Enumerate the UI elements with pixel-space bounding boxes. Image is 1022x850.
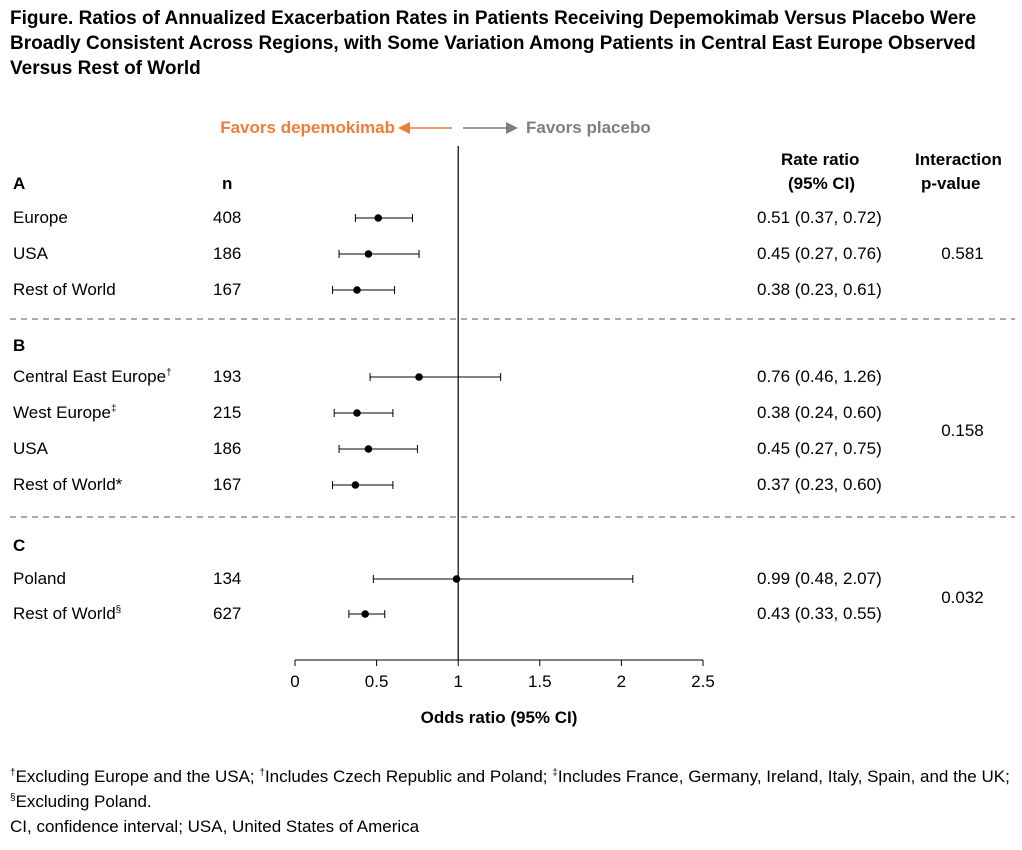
row-rate-ratio: 0.43 (0.33, 0.55) [757,604,882,623]
group-label: C [13,536,26,555]
interaction-header-pvalue: p-value [921,174,981,193]
row-rate-ratio: 0.51 (0.37, 0.72) [757,208,882,227]
row-n: 408 [213,208,242,227]
row-rate-ratio: 0.99 (0.48, 2.07) [757,569,882,588]
group-label: A [13,174,26,193]
point-estimate [353,409,361,417]
row-rate-ratio: 0.37 (0.23, 0.60) [757,475,882,494]
row-label: Central East Europe† [13,367,172,386]
point-estimate [361,610,369,618]
row-n: 215 [213,403,242,422]
point-estimate [374,214,383,222]
row-rate-ratio: 0.45 (0.27, 0.76) [757,244,882,263]
row-label: USA [13,439,48,458]
n-column-header: n [222,174,233,193]
footnotes: †Excluding Europe and the USA; †Includes… [10,764,1015,839]
x-tick-label: 2.5 [691,672,715,691]
favors-placebo-arrow-head [506,122,518,134]
row-label-footnote-mark: § [115,604,122,616]
row-label-footnote-mark: ‡ [110,403,117,415]
figure-title: Figure. Ratios of Annualized Exacerbatio… [10,8,977,79]
point-estimate [351,481,360,489]
row-n: 186 [213,244,242,263]
x-tick-label: 1 [453,672,463,691]
row-label: Rest of World§ [13,604,122,623]
row-rate-ratio: 0.45 (0.27, 0.75) [757,439,882,458]
row-label: Rest of World [13,280,116,299]
point-estimate [452,575,461,583]
row-label: Rest of World* [13,475,123,494]
x-tick-label: 0.5 [364,672,389,691]
row-label-footnote-mark: † [166,367,172,379]
point-estimate [364,445,373,453]
interaction-p-value: 0.032 [941,588,984,607]
row-n: 134 [213,569,242,588]
interaction-p-value: 0.581 [941,244,984,263]
interaction-p-value: 0.158 [941,421,984,440]
footnote-line-2: CI, confidence interval; USA, United Sta… [10,817,420,836]
rate-ratio-header-ci: (95% CI) [788,174,856,193]
x-tick-label: 0 [290,672,300,691]
row-n: 167 [213,475,242,494]
row-rate-ratio: 0.38 (0.24, 0.60) [757,403,882,422]
row-n: 186 [213,439,242,458]
interaction-header: Interaction [915,150,1002,169]
x-axis-title: Odds ratio (95% CI) [420,708,578,727]
x-tick-label: 2 [616,672,627,691]
row-label: Europe [13,208,68,227]
row-rate-ratio: 0.38 (0.23, 0.61) [757,280,882,299]
forest-plot [10,122,1015,666]
row-label: USA [13,244,48,263]
x-tick-label: 1.5 [527,672,552,691]
point-estimate [415,373,423,381]
row-n: 193 [213,367,242,386]
point-estimate [353,286,361,294]
row-rate-ratio: 0.76 (0.46, 1.26) [757,367,882,386]
favors-depemokimab-label: Favors depemokimab [220,118,395,137]
favors-placebo-label: Favors placebo [526,118,651,137]
rate-ratio-header: Rate ratio [781,150,860,169]
footnote-line-1: †Excluding Europe and the USA; †Includes… [10,767,1010,811]
row-n: 627 [213,604,242,623]
row-label: West Europe‡ [13,403,117,422]
row-label: Poland [13,569,66,588]
group-label: B [13,336,26,355]
point-estimate [364,250,373,258]
favors-depemokimab-arrow-head [398,122,410,134]
row-n: 167 [213,280,242,299]
